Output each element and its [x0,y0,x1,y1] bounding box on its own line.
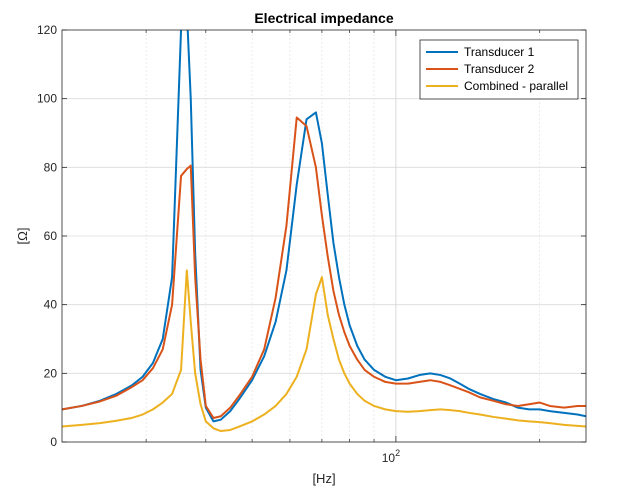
y-tick-label: 80 [44,160,58,174]
series-layer [62,30,586,433]
x-axis-label: [Hz] [312,471,335,486]
y-tick-label: 60 [44,229,58,243]
x-tick-label-exponent: 2 [395,448,400,458]
x-tick-label-base: 10 [382,451,396,465]
chart-title: Electrical impedance [254,10,394,26]
series-line-3 [62,269,586,433]
y-tick-label: 120 [37,23,57,37]
y-tick-label: 20 [44,366,58,380]
x-tick-label: 102 [382,448,400,465]
legend-entry-1: Transducer 1 [464,45,535,59]
y-tick-label: 0 [50,435,57,449]
y-tick-label: 40 [44,298,58,312]
series-line-2 [62,116,586,419]
axis-ticks: 0 20 40 60 80 100 120 102 [37,23,586,465]
series-line-1 [62,30,586,423]
legend-entry-3: Combined - parallel [464,79,568,93]
y-tick-label: 100 [37,92,57,106]
y-axis-label: [Ω] [15,228,30,245]
legend-entry-2: Transducer 2 [464,62,535,76]
legend: Transducer 1 Transducer 2 Combined - paral… [419,39,579,100]
